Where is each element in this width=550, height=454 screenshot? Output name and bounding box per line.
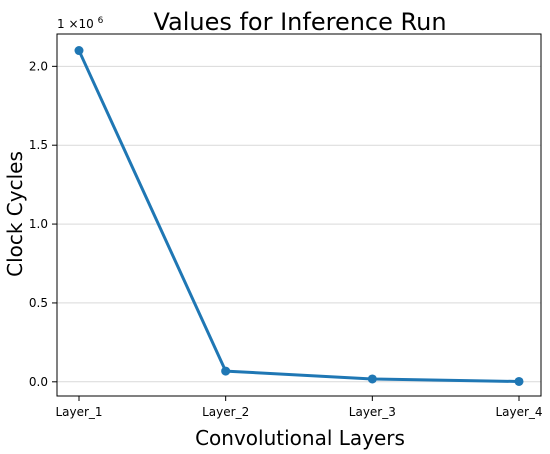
y-tick-label: 1.5 bbox=[29, 138, 48, 152]
y-tick-label: 0.0 bbox=[29, 375, 48, 389]
axes bbox=[52, 33, 542, 401]
x-tick-label: Layer_1 bbox=[55, 405, 102, 419]
y-axis-multiplier-base: 1 ×10 bbox=[57, 17, 94, 31]
x-tick-label: Layer_2 bbox=[202, 405, 249, 419]
y-axis-multiplier: 1 ×10 6 bbox=[57, 16, 104, 31]
data-point bbox=[367, 374, 377, 384]
y-tick-label: 1.0 bbox=[29, 217, 48, 231]
y-axis-title: Clock Cycles bbox=[3, 151, 27, 277]
series-line-group bbox=[74, 46, 524, 386]
grid-lines bbox=[57, 65, 541, 383]
data-point bbox=[74, 46, 84, 56]
plot-frame bbox=[56, 33, 542, 397]
x-tick-label: Layer_4 bbox=[495, 405, 542, 419]
x-axis-title: Convolutional Layers bbox=[195, 426, 405, 450]
series-line bbox=[77, 49, 520, 383]
chart-title: Values for Inference Run bbox=[153, 8, 446, 36]
y-tick-label: 0.5 bbox=[29, 296, 48, 310]
y-axis-multiplier-exponent: 6 bbox=[98, 16, 104, 26]
data-point bbox=[514, 376, 524, 386]
data-point bbox=[221, 366, 231, 376]
y-tick-label: 2.0 bbox=[29, 59, 48, 73]
tick-labels: 0.0 0.5 1.0 1.5 2.0 Layer_1 Layer_2 Layer_3 Laye… bbox=[29, 59, 543, 419]
x-tick-label: Layer_3 bbox=[349, 405, 396, 419]
